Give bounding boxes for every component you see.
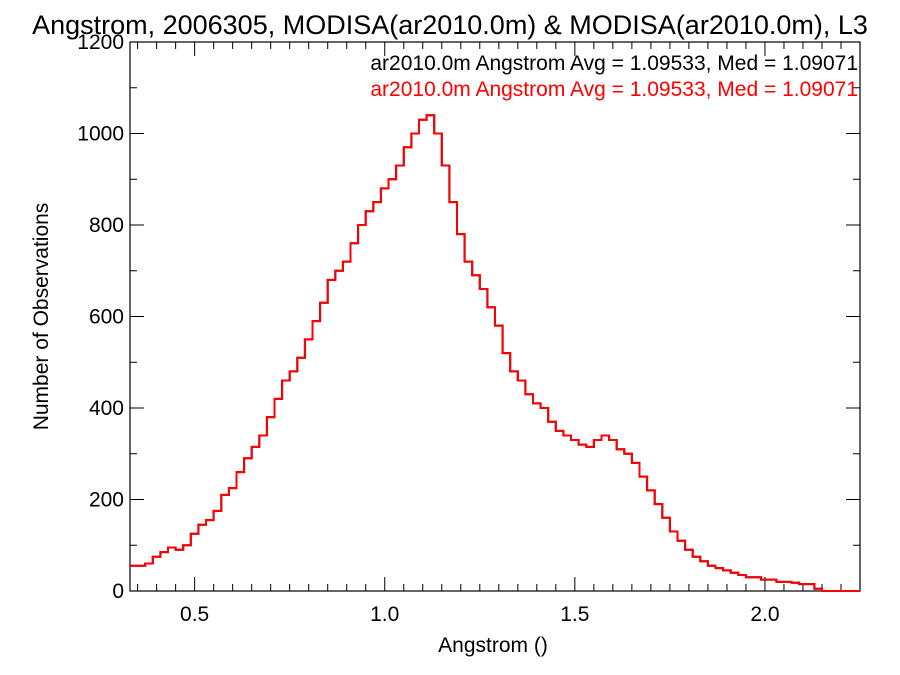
series-line-2 [130, 114, 860, 592]
y-tick-label: 200 [89, 489, 124, 512]
y-tick-label: 1000 [77, 123, 124, 146]
chart-title: Angstrom, 2006305, MODISA(ar2010.0m) & M… [32, 10, 868, 40]
y-tick-label: 1200 [77, 31, 124, 54]
x-tick-label: 1.0 [370, 603, 399, 626]
legend: ar2010.0m Angstrom Avg = 1.09533, Med = … [370, 52, 858, 101]
axis-ticks [130, 41, 861, 592]
x-axis-label: Angstrom () [438, 634, 548, 657]
legend-entry-1: ar2010.0m Angstrom Avg = 1.09533, Med = … [370, 52, 858, 75]
x-tick-labels: 0.5 1.0 1.5 2.0 [180, 603, 780, 626]
y-tick-label: 600 [89, 306, 124, 329]
y-tick-label: 0 [112, 580, 124, 603]
series-line-1 [130, 114, 860, 592]
x-tick-label: 1.5 [560, 603, 589, 626]
series-layer [130, 114, 860, 592]
x-tick-label: 0.5 [180, 603, 209, 626]
y-tick-label: 800 [89, 214, 124, 237]
y-tick-label: 400 [89, 397, 124, 420]
y-axis-label: Number of Observations [30, 203, 53, 431]
x-tick-label: 2.0 [750, 603, 779, 626]
y-tick-labels: 0 200 400 600 800 1000 1200 [77, 31, 124, 603]
legend-entry-2: ar2010.0m Angstrom Avg = 1.09533, Med = … [370, 78, 858, 101]
